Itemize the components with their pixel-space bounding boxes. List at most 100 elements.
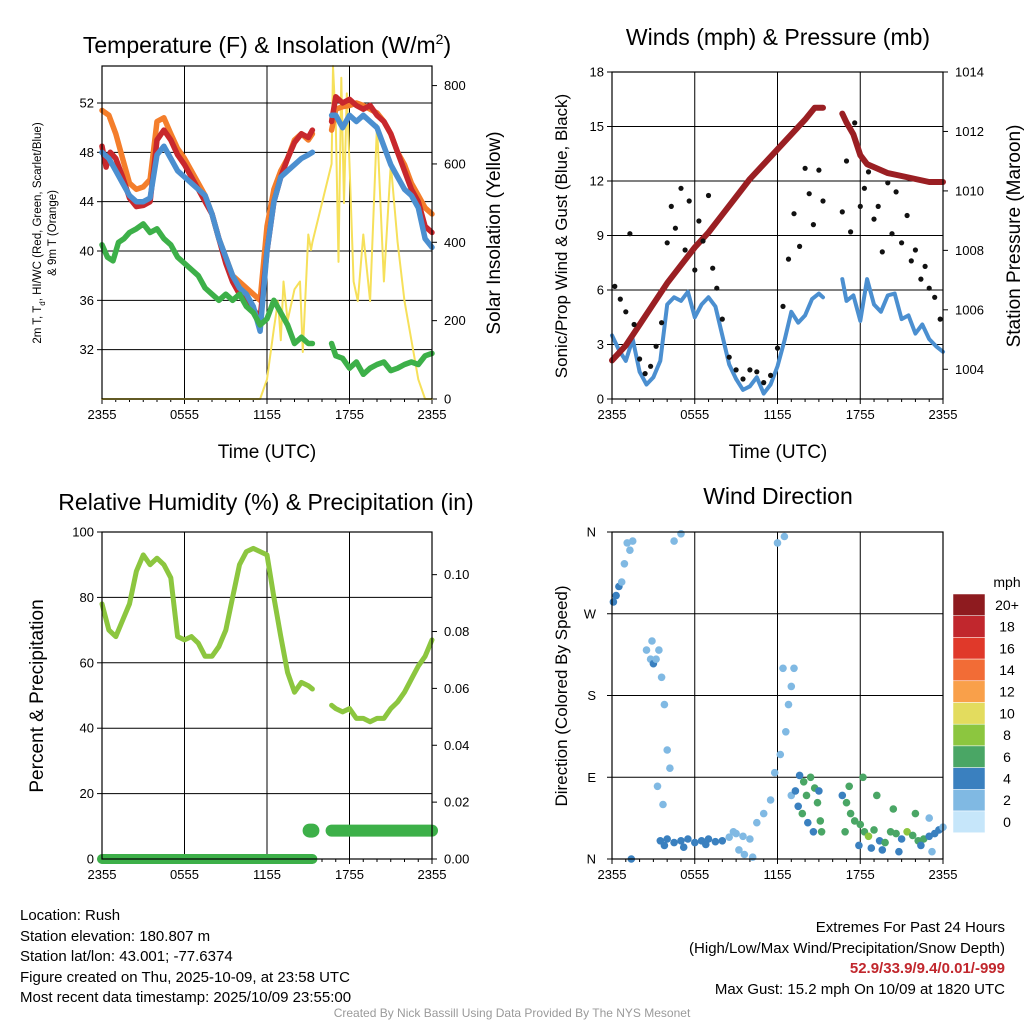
gust-point: [879, 249, 885, 255]
gust-point: [875, 203, 881, 209]
series-line-pressure: [609, 104, 826, 364]
direction-point: [628, 537, 637, 545]
y-tick-label: 36: [80, 293, 94, 308]
x-tick-label: 2355: [598, 407, 627, 422]
legend-swatch: [952, 810, 986, 833]
gust-point: [653, 343, 659, 349]
legend-title: mph: [993, 574, 1020, 590]
gust-point: [820, 198, 826, 204]
x-tick-label: 1155: [764, 407, 792, 422]
series-line-td: [328, 340, 435, 378]
direction-point: [802, 791, 811, 800]
legend-label: 20+: [995, 597, 1019, 613]
legend-label: 14: [999, 662, 1015, 678]
gust-point: [740, 376, 746, 382]
direction-point: [670, 838, 678, 847]
y2-tick-label: 1014: [955, 65, 984, 80]
legend-swatch: [952, 658, 986, 682]
station-location: Location: Rush: [20, 907, 121, 924]
x-tick-label: 1155: [253, 867, 281, 882]
direction-point: [782, 728, 790, 736]
gust-point: [912, 247, 919, 253]
legend-label: 2: [1003, 792, 1011, 808]
legend-label: 8: [1003, 727, 1011, 743]
direction-point: [813, 798, 822, 807]
direction-point: [846, 809, 855, 818]
direction-point: [735, 846, 743, 854]
series-line-hi-wc: [99, 143, 316, 334]
y2-axis-label: Solar Insolation (Yellow): [484, 131, 505, 334]
y-tick-label: 0: [87, 852, 94, 867]
gust-point: [631, 321, 637, 328]
legend-label: 6: [1003, 749, 1011, 765]
x-tick-label: 1155: [253, 407, 281, 422]
gust-point: [726, 354, 732, 360]
direction-point: [657, 673, 666, 682]
x-tick-label: 2355: [929, 407, 958, 422]
gust-point: [648, 363, 654, 369]
gust-point: [710, 265, 716, 271]
direction-point: [660, 700, 669, 709]
y2-tick-label: 1004: [955, 362, 984, 377]
direction-point: [770, 768, 779, 777]
y-axis-label: 2m T, Td, HI/WC (Red, Green, Scarlet/Blu…: [32, 122, 47, 343]
gust-point: [937, 316, 943, 322]
direction-point: [838, 791, 847, 800]
legend-swatch: [952, 745, 986, 768]
x-tick-label: 1155: [764, 867, 792, 882]
series-line-wind: [610, 289, 825, 396]
gust-point: [861, 185, 868, 191]
plot-frame: [101, 65, 433, 400]
direction-point: [806, 773, 815, 782]
direction-point: [684, 835, 692, 843]
title-main: Temperature (F) & Insolation (W/m: [83, 32, 436, 58]
direction-point: [780, 532, 789, 541]
y-axis-label: Direction (Colored By Speed): [552, 585, 571, 806]
x-tick-label: 2355: [929, 867, 958, 882]
station-info: Location: Rush Station elevation: 180.80…: [20, 906, 351, 1009]
gust-point: [700, 238, 706, 244]
y-tick-label: 80: [80, 590, 94, 605]
gust-point: [810, 222, 817, 228]
gust-point: [637, 356, 643, 362]
x-tick-label: 2355: [418, 407, 447, 422]
series-line-wind: [840, 277, 945, 354]
y-tick-label: 44: [80, 194, 94, 209]
direction-point: [652, 655, 660, 663]
direction-point: [815, 787, 823, 795]
direction-point: [791, 787, 800, 795]
gust-point: [672, 225, 679, 231]
direction-point: [842, 798, 851, 807]
direction-point: [841, 828, 849, 836]
y-tick-label: W: [584, 606, 597, 621]
gust-point: [797, 243, 803, 249]
x-axis-label: Time (UTC): [218, 442, 317, 463]
gust-point: [705, 192, 712, 199]
direction-point: [776, 750, 785, 759]
direction-point: [895, 847, 903, 856]
direction-point: [729, 828, 738, 836]
gust-point: [908, 258, 914, 264]
legend-swatch: [952, 593, 986, 616]
figure-created: Figure created on Thu, 2025-10-09, at 23…: [20, 968, 350, 986]
gust-point: [668, 203, 674, 209]
direction-point: [773, 539, 782, 547]
y-tick-label: 40: [80, 244, 94, 259]
legend-label: 10: [999, 705, 1015, 721]
direction-point: [753, 818, 761, 827]
legend-swatch: [952, 637, 986, 660]
legend-label: 0: [1003, 814, 1011, 830]
direction-point: [626, 546, 634, 554]
gust-point: [627, 231, 633, 237]
direction-point: [759, 809, 768, 818]
series-line-2m-t: [328, 94, 435, 236]
chart-title: Wind Direction: [703, 483, 853, 509]
legend-label: 16: [999, 640, 1015, 656]
y-tick-label: S: [587, 688, 596, 703]
direction-point: [617, 578, 626, 586]
direction-point: [787, 682, 796, 691]
gust-point: [612, 283, 618, 289]
gust-point: [780, 303, 786, 309]
gust-point: [682, 247, 688, 253]
direction-point: [928, 847, 936, 856]
